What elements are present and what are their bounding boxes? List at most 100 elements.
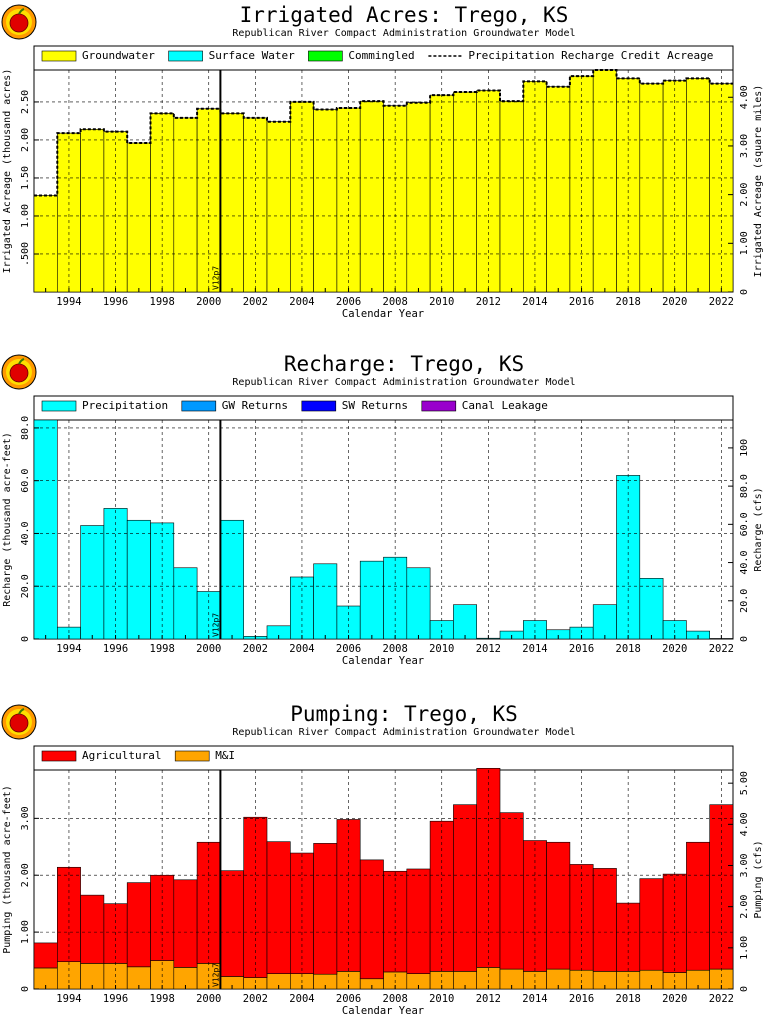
x-tick-label: 2004 bbox=[289, 643, 314, 655]
legend-swatch bbox=[41, 50, 77, 62]
y-right-tick-label: 4.00 bbox=[739, 85, 750, 109]
x-tick-label: 2006 bbox=[336, 643, 361, 655]
legend-item-1: Agricultural bbox=[41, 749, 161, 762]
legend-box bbox=[33, 745, 734, 771]
x-tick-label: 2008 bbox=[383, 296, 408, 308]
bar-groundwater-2005 bbox=[313, 109, 338, 293]
apple-icon bbox=[9, 13, 29, 33]
bar-agricultural-2011 bbox=[453, 804, 477, 972]
bar-agricultural-2017 bbox=[592, 868, 617, 972]
y-right-tick-label: 0 bbox=[739, 289, 750, 295]
legend-swatch bbox=[168, 50, 203, 62]
x-axis: 1994 1996 1998 2000 2002 2004 2006 2008 2010 2012… bbox=[45, 985, 734, 1005]
bar-agricultural-1995 bbox=[80, 894, 105, 964]
bar-agricultural-1997 bbox=[126, 882, 151, 968]
x-tick-label: 1996 bbox=[103, 643, 128, 655]
x-tick-label: 2018 bbox=[616, 643, 641, 655]
x-tick-label: 2020 bbox=[662, 993, 687, 1005]
bar-groundwater-2021 bbox=[686, 78, 711, 293]
x-tick-label: 1998 bbox=[150, 643, 175, 655]
y-right-tick-label: 2.00 bbox=[739, 895, 750, 919]
legend-box bbox=[33, 45, 734, 71]
y-right-tick-label: 40.0 bbox=[739, 551, 750, 575]
x-tick-label: 2008 bbox=[383, 993, 408, 1005]
y-tick-label: .500 bbox=[20, 242, 31, 266]
bar-precipitation-1995 bbox=[80, 525, 105, 640]
x-tick-label: 2020 bbox=[662, 296, 687, 308]
gridlines bbox=[34, 70, 733, 292]
x-axis: 1994 1996 1998 2000 2002 2004 2006 2008 2010 2012… bbox=[45, 635, 734, 655]
x-tick-label: 1996 bbox=[103, 993, 128, 1005]
x-tick-label: 2010 bbox=[429, 643, 454, 655]
bar-groundwater-1997 bbox=[126, 142, 151, 293]
x-tick-label: 2002 bbox=[243, 296, 268, 308]
x-tick-label: 2018 bbox=[616, 993, 641, 1005]
y-right-tick-label: 3.00 bbox=[739, 853, 750, 877]
x-tick-label: 2004 bbox=[289, 296, 314, 308]
legend-item-3: Commingled bbox=[308, 49, 415, 62]
y-tick-label: 2.00 bbox=[20, 128, 31, 152]
bar-precipitation-1999 bbox=[173, 567, 198, 640]
x-tick-label: 1994 bbox=[56, 296, 81, 308]
x-tick-label: 2012 bbox=[476, 993, 501, 1005]
x-tick-label: 1994 bbox=[56, 643, 81, 655]
bar-groundwater-2007 bbox=[359, 100, 384, 293]
bar-agricultural-2005 bbox=[313, 843, 338, 975]
x-tick-label: 2004 bbox=[289, 993, 314, 1005]
bar-agricultural-2009 bbox=[406, 868, 431, 974]
chart-subtitle: Republican River Compact Administration … bbox=[232, 727, 575, 738]
x-tick-label: 2014 bbox=[522, 643, 547, 655]
x-tick-label: 2014 bbox=[522, 296, 547, 308]
bar-agricultural-2003 bbox=[266, 841, 291, 974]
bar-agricultural-1999 bbox=[173, 879, 198, 968]
legend-swatch bbox=[181, 400, 217, 412]
y-tick-label: 20.0 bbox=[20, 574, 31, 598]
legend-label: Canal Leakage bbox=[462, 399, 548, 412]
y-axis-right: 0 20.0 40.0 60.0 80.0 100 bbox=[728, 439, 750, 642]
bar-groundwater-2013 bbox=[499, 100, 524, 293]
bar-groundwater-1995 bbox=[80, 129, 105, 293]
legend-swatch bbox=[421, 400, 457, 412]
y-right-tick-label: 80.0 bbox=[739, 474, 750, 498]
y-tick-label: 1.00 bbox=[20, 920, 31, 944]
bar-agricultural-2019 bbox=[639, 878, 664, 971]
y-tick-label: 0 bbox=[20, 986, 31, 992]
y-tick-label: 1.50 bbox=[20, 166, 31, 190]
legend-label: Agricultural bbox=[82, 749, 161, 762]
legend-swatch bbox=[174, 750, 210, 762]
legend-label: SW Returns bbox=[342, 399, 408, 412]
bar-precipitation-1993 bbox=[33, 419, 58, 640]
y-axis-title: Irrigated Acreage (thousand acres) bbox=[2, 69, 13, 274]
x-tick-label: 2014 bbox=[522, 993, 547, 1005]
x-tick-label: 2006 bbox=[336, 993, 361, 1005]
y-tick-label: 1.00 bbox=[20, 204, 31, 228]
version-marker-label: V12p7 bbox=[211, 266, 220, 290]
legend-label: Surface Water bbox=[209, 49, 295, 62]
bar-precipitation-2001 bbox=[220, 519, 244, 640]
legend-item-2: M&I bbox=[174, 749, 235, 762]
y-right-tick-label: 1.00 bbox=[739, 936, 750, 960]
chart-title: Pumping: Trego, KS bbox=[290, 702, 518, 726]
bar-groundwater-1999 bbox=[173, 117, 198, 293]
x-axis-title: Calendar Year bbox=[342, 1005, 424, 1017]
y-right-tick-label: 2.00 bbox=[739, 183, 750, 207]
y-right-tick-label: 0 bbox=[739, 636, 750, 642]
legend-swatch bbox=[41, 750, 77, 762]
x-tick-label: 2022 bbox=[709, 643, 734, 655]
legend-item-3: SW Returns bbox=[301, 399, 408, 412]
bar-precipitation-1997 bbox=[126, 519, 151, 640]
apple-leaf-icon bbox=[18, 708, 25, 715]
x-tick-label: 1998 bbox=[150, 993, 175, 1005]
y-right-tick-label: 3.00 bbox=[739, 134, 750, 158]
bar-groundwater-2003 bbox=[266, 121, 291, 293]
legend-label: Precipitation bbox=[82, 399, 168, 412]
y-tick-label: 40.0 bbox=[20, 521, 31, 545]
legend-item-4: Precipitation Recharge Credit Acreage bbox=[428, 49, 713, 62]
bar-agricultural-2001 bbox=[220, 870, 244, 977]
bar-groundwater-2019 bbox=[639, 83, 664, 293]
apple-icon bbox=[9, 363, 29, 383]
